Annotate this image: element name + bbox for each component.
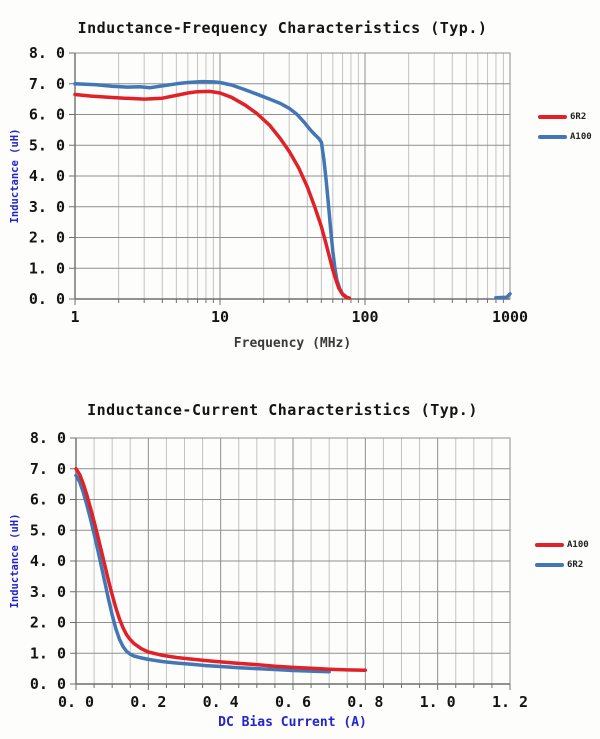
frequency-chart-title: Inductance-Frequency Characteristics (Ty… bbox=[77, 19, 488, 38]
legend-label: 6R2 bbox=[570, 112, 587, 122]
frequency-chart-x-axis-label: Frequency (MHz) bbox=[233, 336, 352, 351]
x-tick-label: 0. 0 bbox=[58, 693, 94, 711]
series-curve-6r2 bbox=[73, 89, 352, 300]
frequency-chart-section: Inductance-Frequency Characteristics (Ty… bbox=[9, 19, 592, 351]
frequency-chart-y-axis-label: Inductance (uH) bbox=[9, 128, 21, 224]
y-tick-label: 4. 0 bbox=[29, 167, 65, 185]
y-tick-label: 1. 0 bbox=[29, 259, 65, 277]
legend-label: 6R2 bbox=[567, 560, 584, 570]
y-tick-label: 8. 0 bbox=[29, 44, 65, 62]
y-tick-label: 3. 0 bbox=[30, 583, 66, 601]
current-chart-plot: 0. 0 1. 0 2. 0 3. 0 4. 0 5. 0 6. 0 7. 0 8. 0 0. 0… bbox=[30, 429, 528, 711]
legend-label: A100 bbox=[567, 540, 589, 550]
grid bbox=[69, 52, 510, 305]
y-tick-label: 7. 0 bbox=[29, 75, 65, 93]
x-tick-label: 0. 4 bbox=[203, 693, 239, 711]
current-chart-legend: A100 6R2 bbox=[535, 540, 589, 570]
series-curve-a100 bbox=[74, 467, 368, 672]
x-tick-label: 0. 8 bbox=[347, 693, 383, 711]
series-curve-a100 bbox=[73, 79, 348, 299]
y-tick-label: 8. 0 bbox=[30, 429, 66, 447]
frequency-chart-plot: 0. 0 1. 0 2. 0 3. 0 4. 0 5. 0 6. 0 7. 0 8. 0 1 10 1… bbox=[29, 44, 528, 326]
y-tick-label: 0. 0 bbox=[29, 290, 65, 308]
x-tick-label: 10 bbox=[211, 308, 229, 326]
x-tick-label: 1. 0 bbox=[420, 693, 456, 711]
series-curve-a100 bbox=[494, 292, 512, 300]
x-tick-label: 1 bbox=[70, 308, 79, 326]
grid bbox=[70, 437, 511, 690]
y-tick-label: 5. 0 bbox=[29, 136, 65, 154]
y-tick-label: 2. 0 bbox=[30, 614, 66, 632]
current-chart-y-axis-label: Inductance (uH) bbox=[9, 513, 21, 609]
y-tick-label: 3. 0 bbox=[29, 198, 65, 216]
legend-item-a100: A100 bbox=[535, 540, 589, 550]
tick-labels: 0. 0 1. 0 2. 0 3. 0 4. 0 5. 0 6. 0 7. 0 8. 0 1 10 1… bbox=[29, 44, 528, 326]
legend-item-6r2: 6R2 bbox=[535, 560, 589, 570]
series-line-swatch-6r2 bbox=[535, 563, 564, 567]
current-chart-title: Inductance-Current Characteristics (Typ.… bbox=[87, 401, 478, 420]
x-tick-label: 1000 bbox=[492, 308, 528, 326]
y-tick-label: 1. 0 bbox=[30, 644, 66, 662]
y-tick-label: 4. 0 bbox=[30, 552, 66, 570]
series-curve-6r2 bbox=[74, 473, 331, 674]
series-line-swatch-6r2 bbox=[538, 115, 567, 119]
y-tick-label: 6. 0 bbox=[30, 491, 66, 509]
series-line-swatch-a100 bbox=[535, 543, 564, 547]
current-chart-x-axis-label: DC Bias Current (A) bbox=[218, 715, 367, 730]
series-line-swatch-a100 bbox=[538, 135, 567, 139]
y-tick-label: 5. 0 bbox=[30, 521, 66, 539]
x-tick-label: 100 bbox=[351, 308, 378, 326]
current-chart-section: Inductance-Current Characteristics (Typ.… bbox=[0, 370, 600, 739]
x-tick-label: 0. 6 bbox=[275, 693, 311, 711]
legend-item-a100: A100 bbox=[538, 132, 592, 142]
y-tick-label: 7. 0 bbox=[30, 460, 66, 478]
y-tick-label: 0. 0 bbox=[30, 675, 66, 693]
x-tick-label: 1. 2 bbox=[492, 693, 528, 711]
legend-label: A100 bbox=[570, 132, 592, 142]
frequency-chart-legend: 6R2 A100 bbox=[538, 112, 592, 142]
y-tick-label: 2. 0 bbox=[29, 229, 65, 247]
legend-item-6r2: 6R2 bbox=[538, 112, 592, 122]
x-tick-label: 0. 2 bbox=[130, 693, 166, 711]
y-tick-label: 6. 0 bbox=[29, 106, 65, 124]
tick-labels: 0. 0 1. 0 2. 0 3. 0 4. 0 5. 0 6. 0 7. 0 8. 0 0. 0… bbox=[30, 429, 528, 711]
